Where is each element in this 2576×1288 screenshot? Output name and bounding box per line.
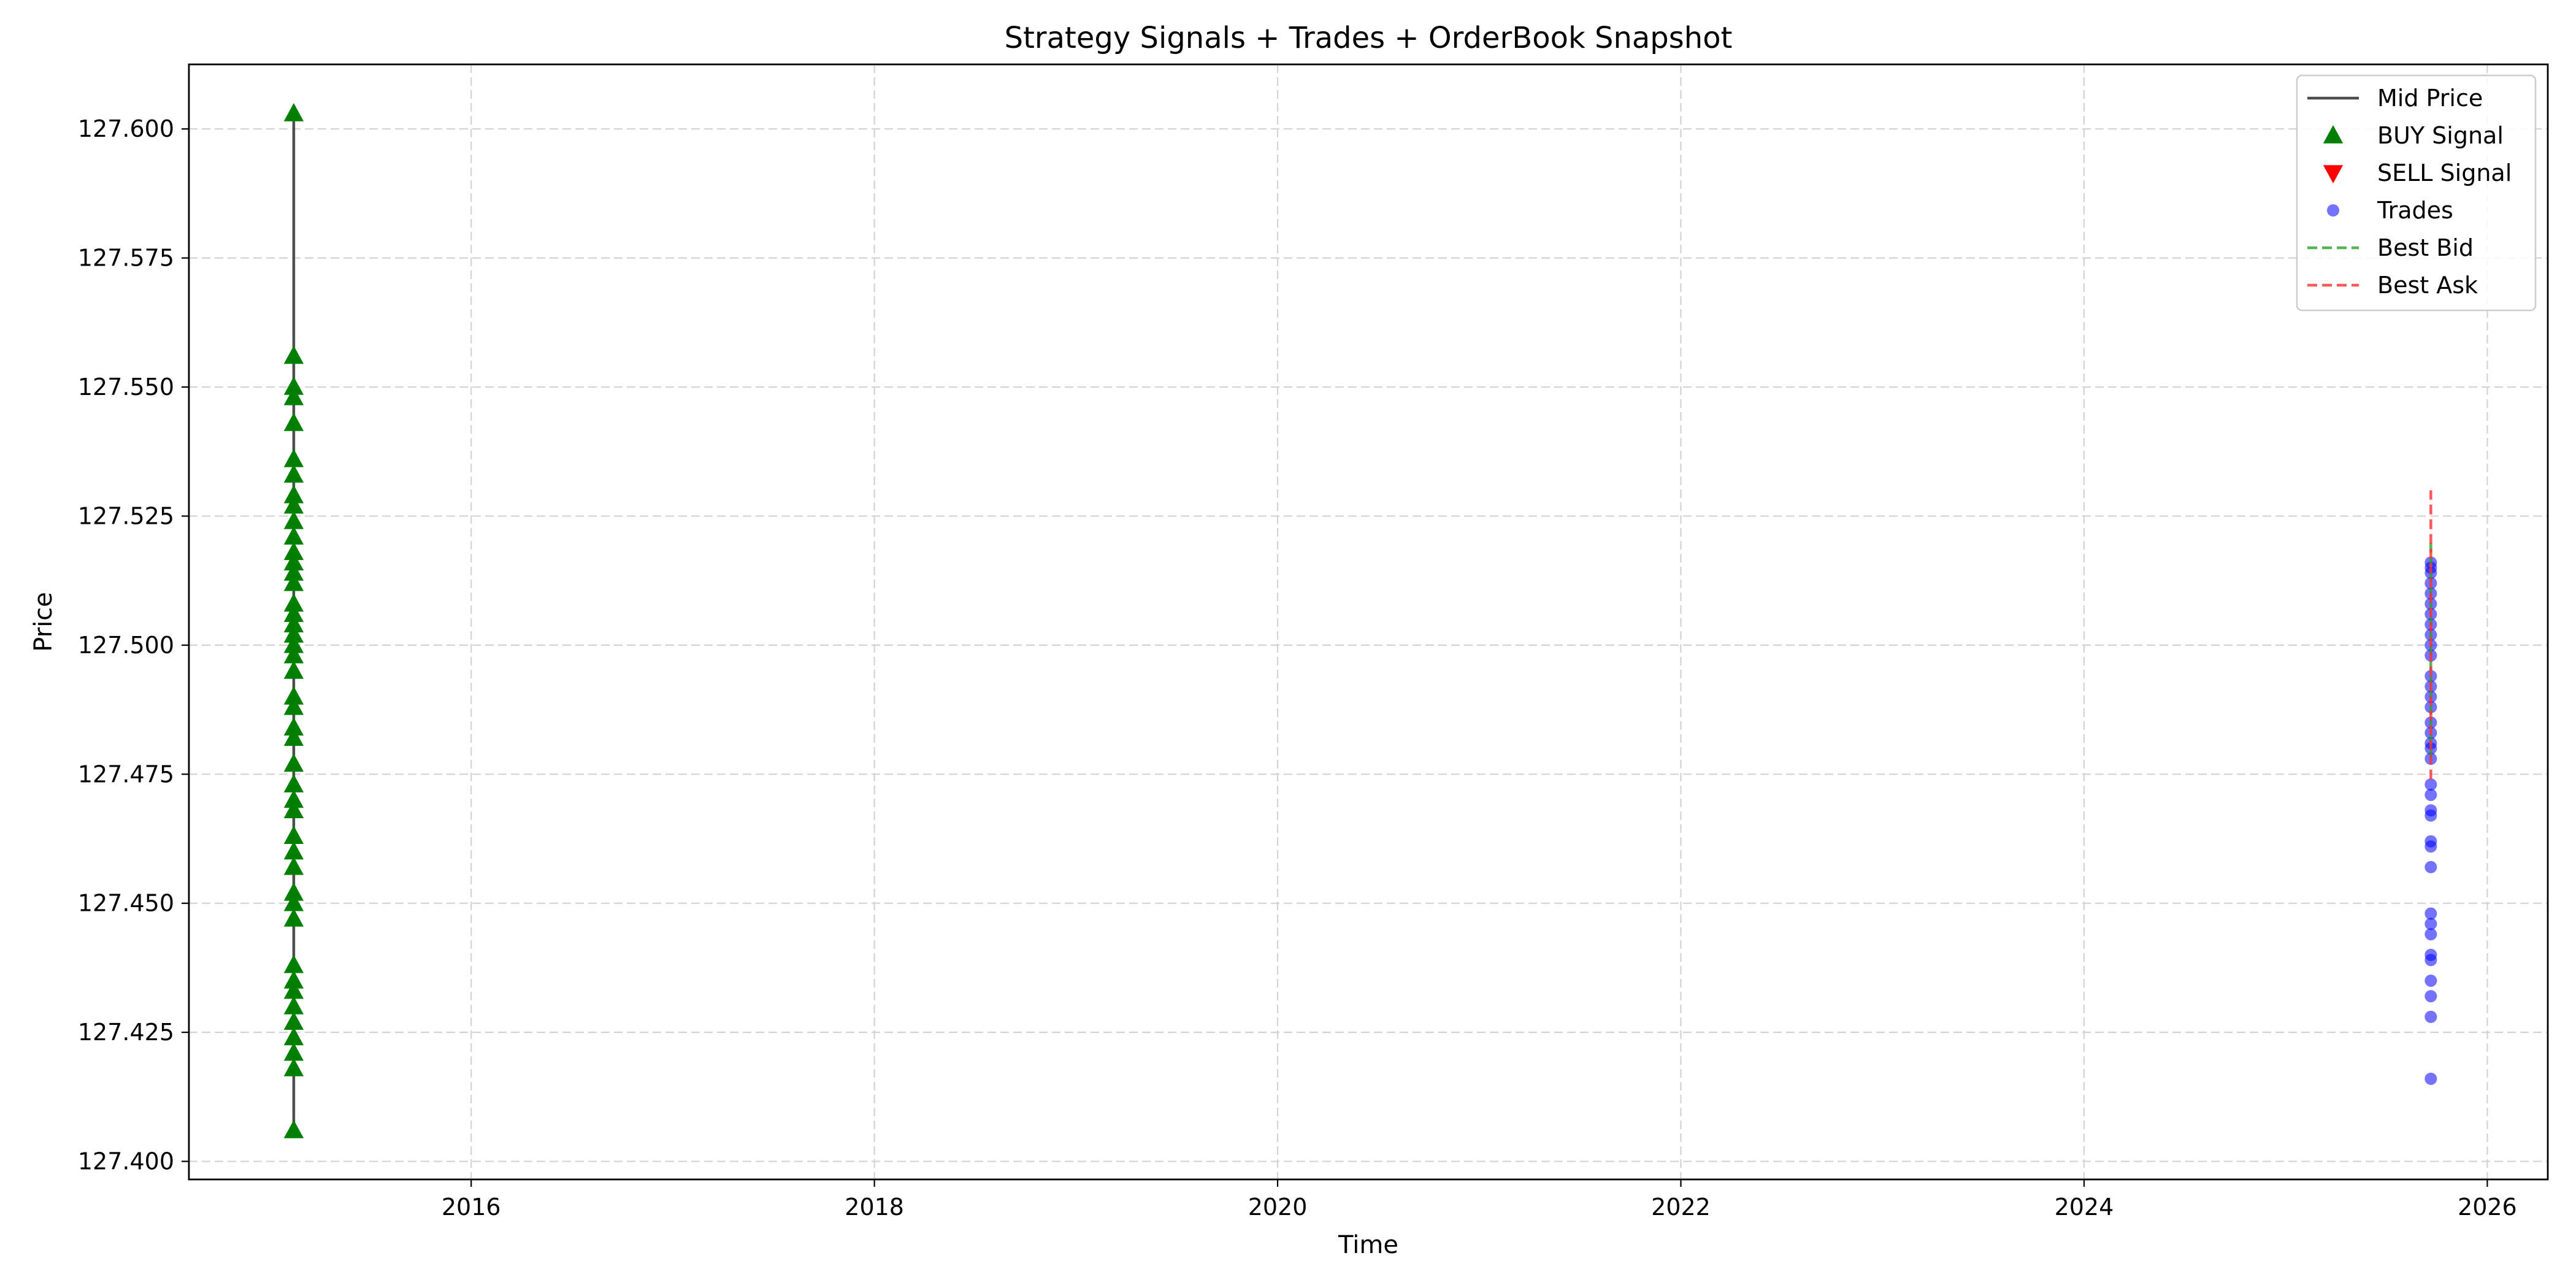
buy-signal-marker	[283, 800, 304, 818]
legend: Mid Price BUY Signal SELL Signal Trades Best…	[2296, 74, 2537, 312]
buy-signal-marker	[283, 696, 304, 715]
buy-signal-marker	[283, 753, 304, 772]
buy-signal-marker	[283, 1042, 304, 1061]
trade-point	[2425, 1072, 2437, 1085]
y-tick-label: 127.450	[78, 890, 174, 917]
y-tick-label: 127.400	[78, 1148, 174, 1175]
buy-signal-marker	[283, 954, 304, 973]
buy-signal-marker	[283, 614, 304, 632]
y-tick-label: 127.475	[78, 761, 174, 788]
trade-point	[2425, 954, 2437, 967]
buy-signal-marker	[283, 686, 304, 705]
trade-point	[2425, 907, 2437, 920]
trade-point	[2425, 918, 2437, 930]
buy-signal-marker	[283, 386, 304, 405]
plot-series	[283, 102, 2437, 1138]
buy-signal-marker	[283, 826, 304, 845]
buy-signal-marker	[283, 970, 304, 989]
buy-signal-marker	[283, 552, 304, 570]
legend-trades: Trades	[2327, 197, 2453, 224]
trade-point	[2425, 974, 2437, 987]
x-tick-label: 2026	[2458, 1194, 2517, 1221]
x-tick-label: 2018	[845, 1194, 904, 1221]
buy-signal-marker	[283, 996, 304, 1014]
trade-point	[2425, 809, 2437, 822]
buy-signal-marker	[283, 495, 304, 514]
y-tick-label: 127.525	[78, 502, 174, 529]
buy-signal-marker	[283, 1120, 304, 1138]
trade-point	[2425, 840, 2437, 853]
buy-signal-marker	[283, 882, 304, 901]
x-tick-label: 2016	[442, 1194, 501, 1221]
legend-mid-price: Mid Price	[2307, 85, 2483, 112]
buy-signal-marker	[283, 510, 304, 529]
axis-ticks: 2016 2018 2020 2022 2024 2026 127.400 127.425 12…	[78, 115, 2517, 1221]
buy-signal-marker	[283, 634, 304, 653]
buy-signal-marker	[283, 660, 304, 679]
buy-signal-marker	[283, 377, 304, 395]
legend-box	[2296, 74, 2537, 312]
buy-signal-marker	[283, 892, 304, 911]
buy-signal-marker	[283, 717, 304, 736]
legend-buy-signal: BUY Signal	[2323, 122, 2504, 149]
x-tick-label: 2024	[2055, 1194, 2114, 1221]
legend-label: Mid Price	[2377, 85, 2483, 112]
legend-label: Best Ask	[2377, 272, 2478, 299]
x-tick-label: 2022	[1651, 1194, 1711, 1221]
buy-signal-marker	[283, 464, 304, 483]
buy-signal-marker	[283, 1027, 304, 1046]
buy-signal-marker	[283, 572, 304, 591]
buy-signal-marker	[283, 593, 304, 612]
buy-signal-marker	[283, 789, 304, 808]
buy-signal-marker	[283, 526, 304, 545]
trade-point	[2425, 1010, 2437, 1023]
trade-point	[2425, 788, 2437, 801]
legend-label: Trades	[2377, 197, 2453, 224]
trade-point	[2425, 861, 2437, 873]
legend-best-ask: Best Ask	[2307, 272, 2478, 299]
buy-signal-marker	[283, 562, 304, 581]
buy-signal-marker	[283, 485, 304, 504]
buy-signal-marker	[283, 645, 304, 664]
legend-label: BUY Signal	[2377, 122, 2504, 149]
y-axis-label: Price	[29, 592, 58, 652]
buy-signal-marker	[283, 102, 304, 121]
x-tick-label: 2020	[1248, 1194, 1308, 1221]
buy-signal-marker	[283, 542, 304, 561]
buy-signal-marker	[283, 345, 304, 364]
buy-signal-marker	[283, 604, 304, 623]
buy-signal-marker	[283, 1011, 304, 1030]
y-tick-label: 127.425	[78, 1019, 174, 1046]
buy-signal-marker	[283, 448, 304, 467]
buy-signal-marker	[283, 841, 304, 860]
buy-signal-marker	[283, 856, 304, 875]
legend-sell-signal: SELL Signal	[2323, 159, 2512, 186]
chart-title: Strategy Signals + Trades + OrderBook Sn…	[1005, 21, 1733, 55]
buy-signal-marker	[283, 1058, 304, 1076]
trade-point	[2425, 990, 2437, 1003]
y-tick-label: 127.575	[78, 245, 174, 272]
x-axis-label: Time	[1338, 1231, 1398, 1259]
legend-label: SELL Signal	[2377, 159, 2512, 186]
trade-point	[2425, 778, 2437, 791]
legend-best-bid: Best Bid	[2307, 234, 2474, 261]
legend-swatch	[2327, 204, 2339, 217]
trade-point	[2425, 928, 2437, 941]
buy-signal-marker	[283, 412, 304, 431]
buy-signal-marker	[283, 727, 304, 746]
plot-frame	[188, 63, 2549, 1181]
buy-signal-marker	[283, 908, 304, 927]
y-tick-label: 127.500	[78, 632, 174, 659]
legend-swatch	[2323, 125, 2344, 144]
buy-signal-marker	[283, 774, 304, 792]
y-tick-label: 127.600	[78, 115, 174, 142]
buy-signal-marker	[283, 624, 304, 643]
y-tick-label: 127.550	[78, 374, 174, 401]
legend-label: Best Bid	[2377, 234, 2474, 261]
legend-swatch	[2323, 165, 2344, 183]
buy-signal-marker	[283, 980, 304, 999]
